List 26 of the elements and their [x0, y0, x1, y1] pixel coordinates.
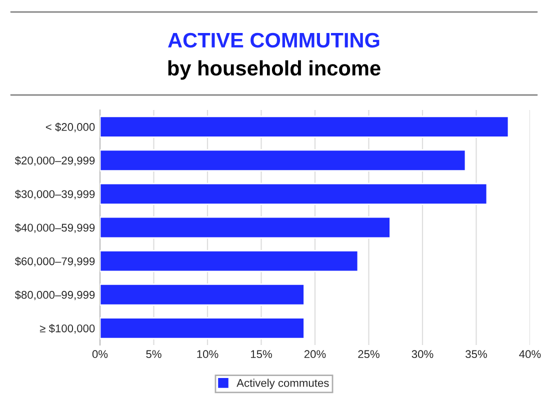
y-tick-label: ≥ $100,000 [40, 324, 95, 334]
y-tick-label: $40,000–59,999 [14, 223, 95, 233]
x-tick-label: 10% [197, 350, 218, 358]
y-tick-label: $20,000–29,999 [14, 156, 95, 166]
bar [100, 317, 305, 340]
y-tick-label: $80,000–99,999 [14, 290, 95, 300]
bar [100, 216, 391, 239]
legend-label: Actively commutes [236, 378, 329, 390]
x-tick-label: 0% [92, 350, 108, 358]
y-tick-label: $60,000–79,999 [14, 256, 95, 267]
bar [100, 149, 466, 172]
x-tick-label: 25% [358, 350, 380, 358]
bar [100, 182, 488, 206]
x-tick-label: 35% [466, 350, 487, 358]
x-tick-label: 5% [146, 350, 162, 358]
bar [100, 284, 305, 306]
y-tick-label: < $20,000 [46, 122, 95, 132]
chart-title: ACTIVE COMMUTING [168, 32, 380, 48]
x-tick-label: 15% [250, 350, 272, 358]
chart-subtitle: by household income [168, 60, 380, 80]
bar [100, 116, 510, 138]
y-tick-label: $30,000–39,999 [14, 190, 95, 200]
bar [100, 250, 359, 272]
x-tick-label: 30% [412, 350, 434, 358]
x-tick-label: 20% [304, 350, 326, 358]
x-tick-label: 40% [519, 350, 541, 358]
